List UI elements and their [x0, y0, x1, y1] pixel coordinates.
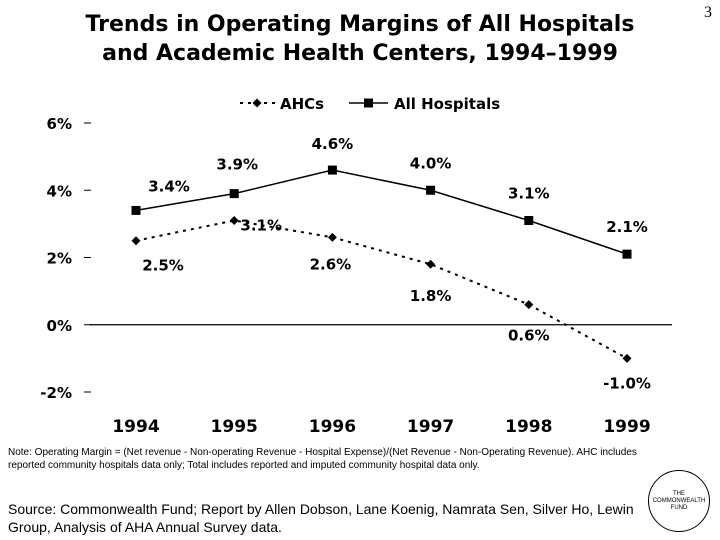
- data-point-diamond: [327, 232, 337, 242]
- data-point-diamond: [426, 259, 436, 269]
- data-point-square: [229, 189, 239, 199]
- data-label: 3.1%: [508, 185, 550, 203]
- legend-label-all-hospitals: All Hospitals: [394, 95, 500, 113]
- y-tick-label: 4%: [47, 182, 72, 200]
- data-label: 2.6%: [310, 255, 352, 273]
- commonwealth-fund-logo: THE COMMONWEALTH FUND: [648, 470, 710, 532]
- legend: AHCs All Hospitals: [240, 95, 500, 113]
- axis-layer: -2% 0% 2% 4% 6% 1994 1995 1996 1997 1998 1999: [40, 115, 672, 437]
- data-point-diamond: [622, 353, 632, 363]
- logo-line-2: COMMONWEALTH: [652, 497, 706, 504]
- data-label: 2.5%: [142, 257, 184, 275]
- data-label: 2.1%: [606, 218, 648, 236]
- legend-label-ahcs: AHCs: [280, 95, 324, 113]
- y-tick-label: 6%: [47, 115, 72, 133]
- data-label: 3.9%: [216, 156, 258, 174]
- data-label: 4.0%: [410, 154, 452, 172]
- series-line-all-hospitals: [135, 169, 628, 255]
- data-label: 3.1%: [240, 217, 282, 235]
- data-point-square: [131, 205, 141, 215]
- chart-note: Note: Operating Margin = (Net revenue - …: [8, 447, 637, 471]
- y-tick-label: 0%: [47, 317, 72, 335]
- x-tick-label: 1999: [603, 417, 650, 437]
- x-tick-label: 1997: [407, 417, 454, 437]
- chart-title-line-2: and Academic Health Centers, 1994–1999: [102, 41, 618, 66]
- x-tick-label: 1996: [309, 417, 356, 437]
- chart-title-line-1: Trends in Operating Margins of All Hospi…: [85, 12, 635, 37]
- y-tick-label: -2%: [40, 384, 72, 402]
- data-label: 3.4%: [148, 177, 190, 195]
- data-point-diamond: [229, 216, 239, 226]
- logo-line-1: THE: [673, 490, 685, 497]
- page-number: 3: [704, 4, 712, 21]
- data-label: -1.0%: [603, 374, 651, 392]
- data-label: 4.6%: [312, 135, 354, 153]
- logo-line-3: FUND: [670, 504, 688, 511]
- data-point-diamond: [131, 236, 141, 246]
- legend-marker-diamond: [252, 98, 262, 108]
- data-point-square: [622, 249, 632, 259]
- chart-title: Trends in Operating Margins of All Hospi…: [0, 10, 720, 68]
- series-layer: [131, 165, 632, 363]
- y-tick-label: 2%: [47, 250, 72, 268]
- x-tick-label: 1998: [505, 417, 552, 437]
- data-label: 1.8%: [410, 287, 452, 305]
- chart-source: Source: Commonwealth Fund; Report by All…: [8, 501, 634, 535]
- label-layer: 2.5% 3.1% 2.6% 1.8% 0.6% -1.0% 3.4% 3.9% 4.6% 4.0…: [142, 135, 651, 392]
- data-point-square: [426, 185, 436, 195]
- legend-marker-square: [364, 98, 373, 108]
- data-label: 0.6%: [508, 327, 550, 345]
- data-point-square: [524, 216, 534, 226]
- x-tick-label: 1994: [112, 417, 159, 437]
- x-tick-label: 1995: [211, 417, 258, 437]
- data-point-diamond: [524, 300, 534, 310]
- data-point-square: [327, 165, 337, 175]
- series-line-ahcs: [135, 219, 628, 360]
